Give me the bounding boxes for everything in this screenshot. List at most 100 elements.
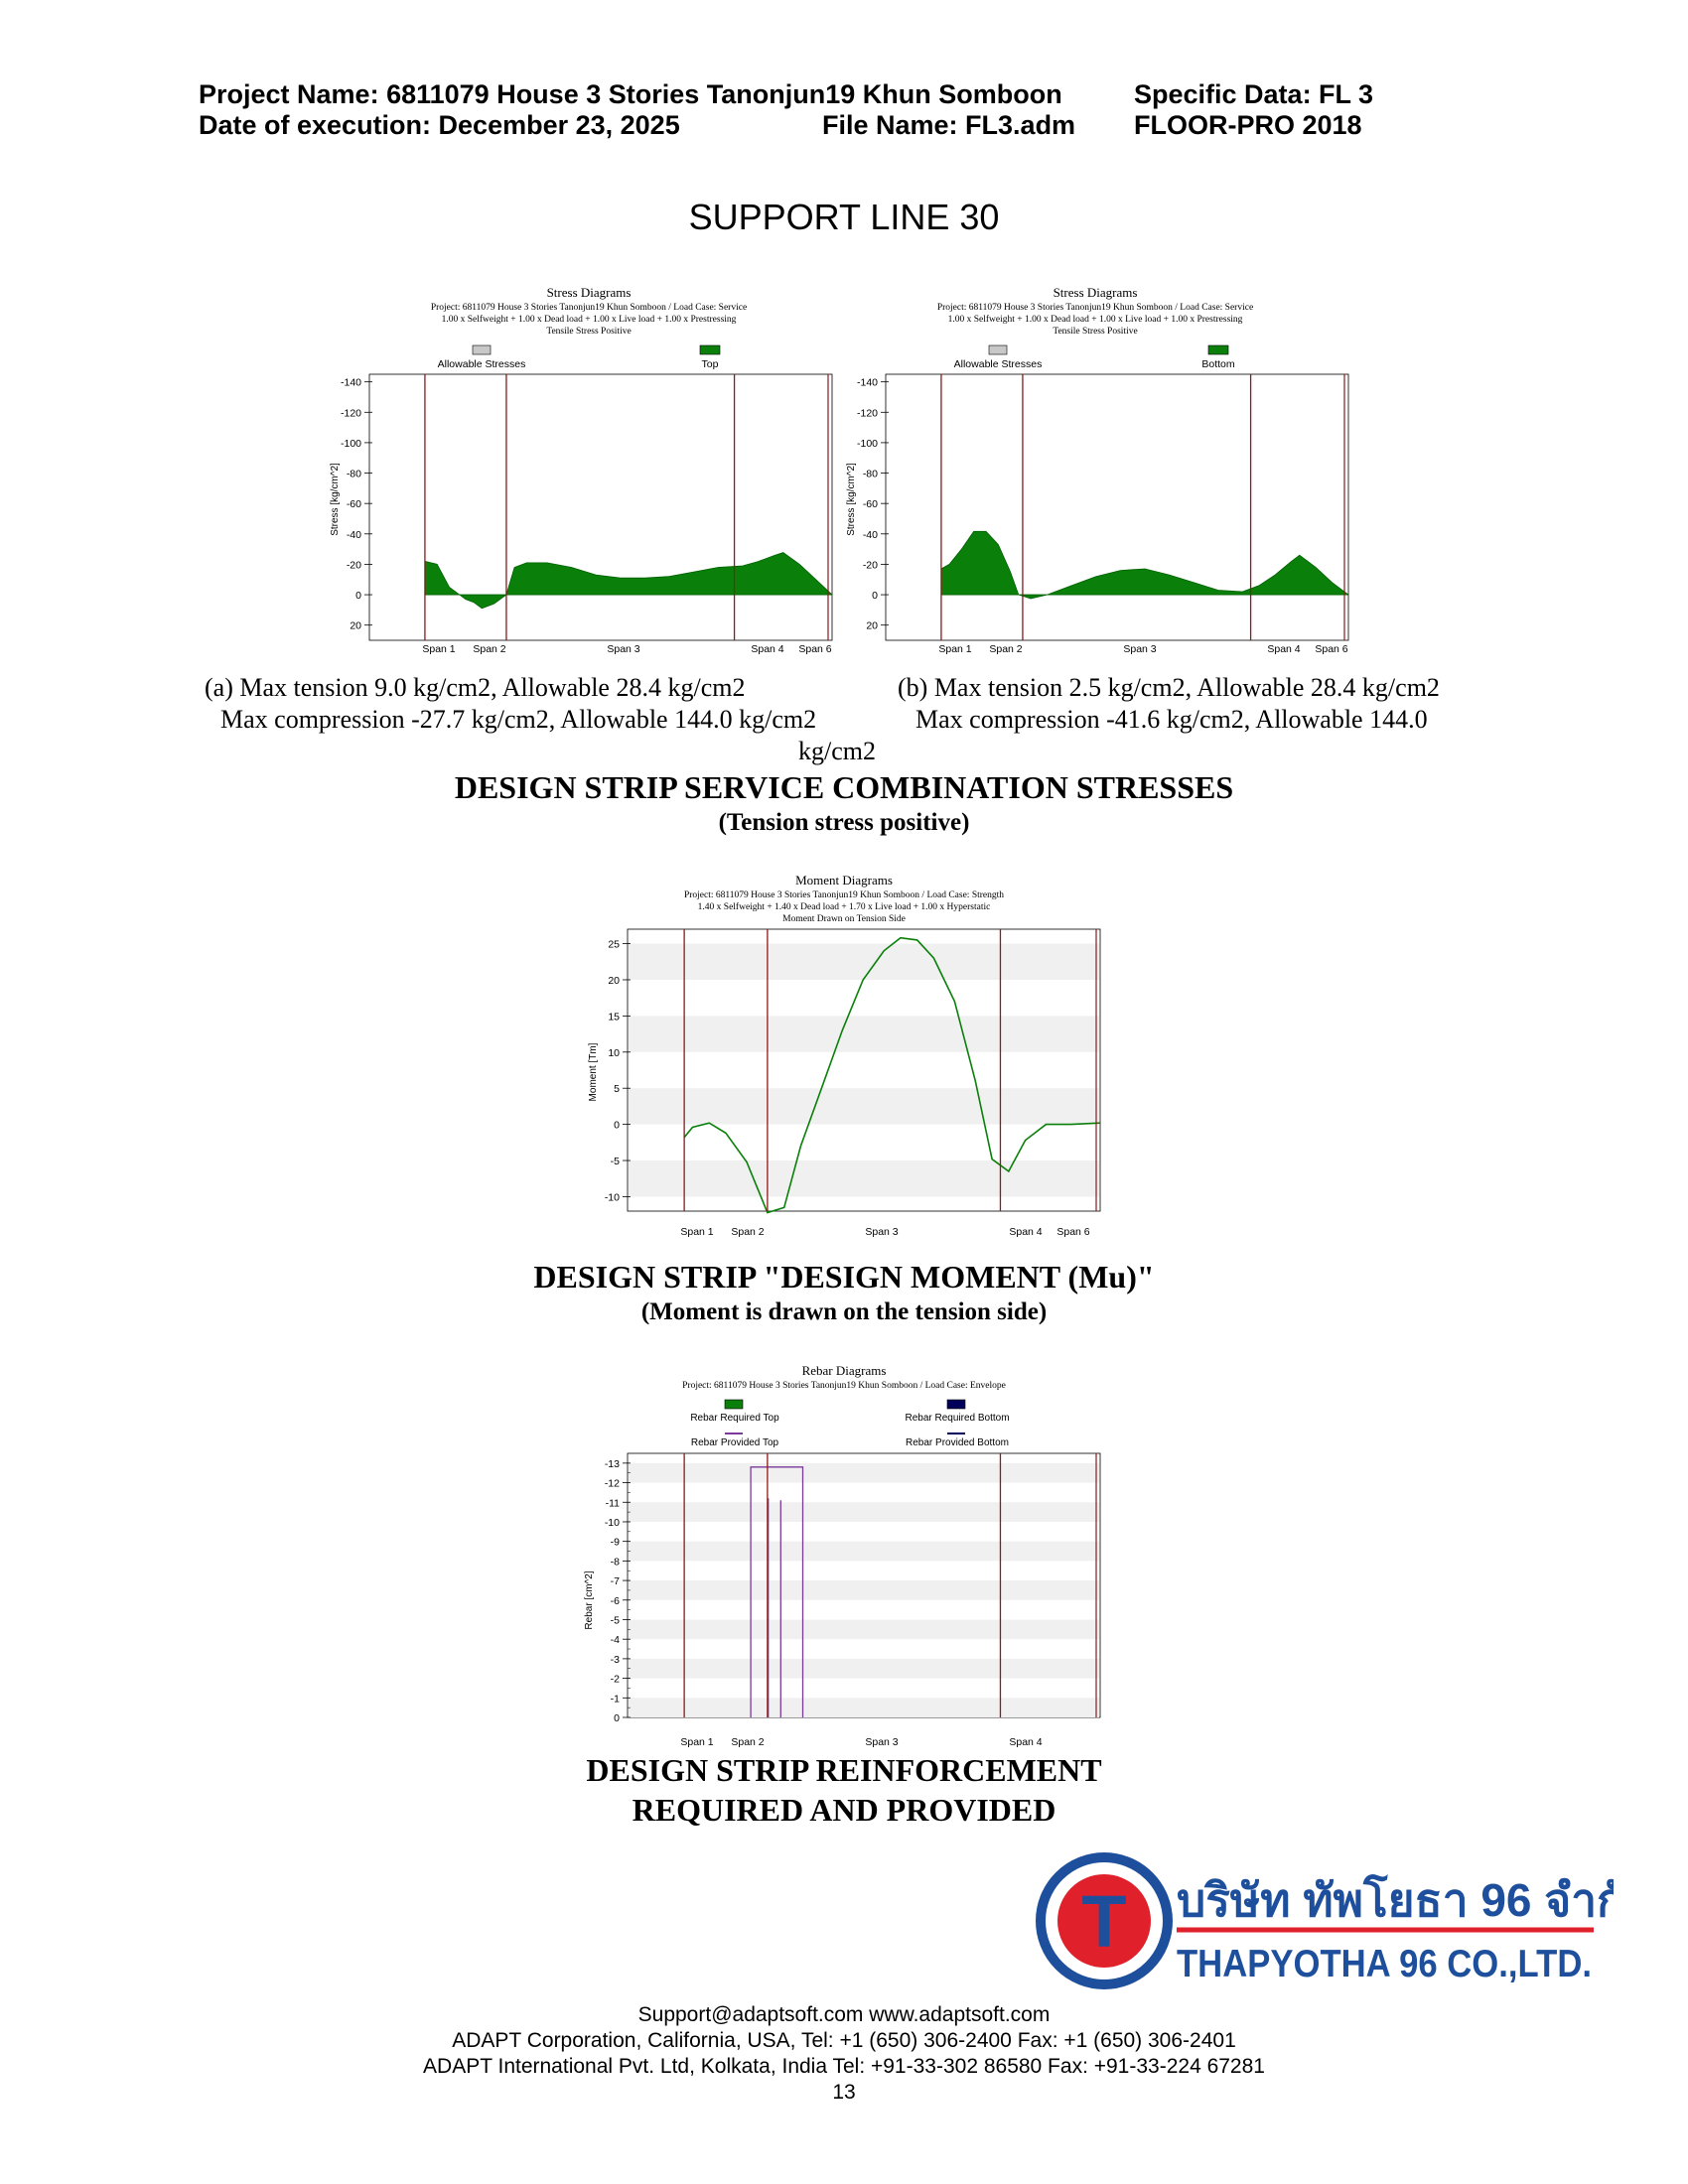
legend-series-swatch [699,344,721,355]
y-tick-label: 0 [614,1712,620,1724]
y-tick-label: -8 [611,1556,620,1568]
grid-band [629,1541,1099,1562]
stress-area-top [424,552,833,610]
y-axis-label: Stress [kg/cm^2] [846,463,857,536]
legend-allowable-label: Allowable Stresses [954,358,1043,370]
stress-section-heading: DESIGN STRIP SERVICE COMBINATION STRESSE… [0,767,1688,839]
y-tick-label: 0 [355,590,361,602]
span-label: Span 4 [1267,643,1300,655]
chart-subtitle: Moment Drawn on Tension Side [782,914,906,924]
y-tick-label: -60 [347,498,361,510]
caption-a-line1: (a) Max tension 9.0 kg/cm2, Allowable 28… [205,673,746,702]
y-tick-label: -5 [611,1614,620,1626]
grid-band [629,1698,1099,1717]
y-tick-label: -2 [611,1674,620,1686]
span-label: Span 6 [1315,643,1347,655]
span-label: Span 1 [680,1226,713,1238]
y-tick-label: -20 [347,559,361,571]
y-tick-label: -40 [863,529,878,541]
y-tick-label: -10 [605,1517,620,1529]
section-title: REQUIRED AND PROVIDED [632,1792,1056,1828]
y-tick-label: -40 [347,529,361,541]
legend-required-bottom-swatch [946,1399,966,1410]
y-tick-label: -7 [611,1575,620,1587]
span-label: Span 2 [989,643,1022,655]
y-tick-label: 0 [614,1120,620,1132]
y-tick-label: -1 [611,1693,620,1705]
chart-subtitle: Tensile Stress Positive [1053,327,1137,337]
y-axis-label: Rebar [cm^2] [584,1570,595,1629]
y-tick-label: 20 [350,620,361,632]
span-label: Span 4 [1009,1736,1042,1748]
chart-title: Stress Diagrams [547,285,632,300]
section-subtitle: (Moment is drawn on the tension side) [640,1298,1048,1325]
span-label: Span 1 [680,1736,713,1748]
y-tick-label: -5 [611,1156,620,1167]
span-label: Span 3 [865,1736,898,1748]
chart-subtitle: 1.40 x Selfweight + 1.40 x Dead load + 1… [698,901,991,912]
caption-b-line2: Max compression -41.6 kg/cm2, Allowable … [915,705,1428,734]
y-tick-label: -80 [863,469,878,480]
grid-band [629,1016,1099,1052]
section-title: DESIGN STRIP "DESIGN MOMENT (Mu)" [533,1259,1155,1295]
moment-line [683,936,1101,1214]
legend-provided-top: Rebar Provided Top [691,1437,779,1448]
grid-band [629,1160,1099,1197]
legend-series-swatch [1207,344,1229,355]
y-tick-label: -12 [605,1478,620,1490]
page-title: SUPPORT LINE 30 [688,197,1000,237]
grid-band [629,943,1099,980]
grid-band [629,1658,1099,1679]
y-tick-label: -6 [611,1595,620,1607]
moment-section-heading: DESIGN STRIP "DESIGN MOMENT (Mu)" (Momen… [0,1257,1688,1328]
section-title: DESIGN STRIP REINFORCEMENT [586,1752,1102,1788]
legend-provided-bottom: Rebar Provided Bottom [906,1437,1009,1448]
y-tick-label: 10 [608,1047,620,1059]
software-version: FLOOR-PRO 2018 [1134,110,1362,140]
specific-data: Specific Data: FL 3 [1134,79,1374,109]
stress-top-chart: Stress Diagrams Project: 6811079 House 3… [330,285,833,655]
y-tick-label: -11 [606,1497,621,1509]
y-tick-label: -4 [611,1634,620,1646]
span-label: Span 3 [607,643,639,655]
legend-series-label: Bottom [1201,358,1235,370]
y-tick-label: -120 [857,407,878,419]
y-tick-label: -80 [347,469,361,480]
grid-band [629,1619,1099,1640]
y-axis-label: Moment [Tm] [588,1042,599,1101]
y-axis-label: Stress [kg/cm^2] [330,463,341,536]
moment-chart: Moment Diagrams Project: 6811079 House 3… [588,873,1101,1238]
chart-subtitle: 1.00 x Selfweight + 1.00 x Dead load + 1… [442,314,737,325]
chart-title: Moment Diagrams [795,873,893,887]
caption-b-line1: (b) Max tension 2.5 kg/cm2, Allowable 28… [898,673,1440,702]
company-logo: T บริษัท ทัพโยธา 96 จำกัด THAPYOTHA 96 C… [1036,1852,1614,1989]
y-tick-label: -9 [611,1537,620,1549]
span-label: Span 3 [1123,643,1156,655]
caption-b-line3: kg/cm2 [798,737,876,765]
footer-usa: ADAPT Corporation, California, USA, Tel:… [452,2029,1236,2052]
stress-bottom-chart: Stress Diagrams Project: 6811079 House 3… [846,285,1349,655]
span-label: Span 6 [1056,1226,1089,1238]
rebar-section-heading: DESIGN STRIP REINFORCEMENT REQUIRED AND … [0,1750,1688,1830]
y-tick-label: 5 [614,1083,620,1095]
grid-band [629,1462,1099,1483]
span-label: Span 6 [798,643,831,655]
rebar-provided-line [750,1466,804,1717]
section-title: DESIGN STRIP SERVICE COMBINATION STRESSE… [454,769,1234,805]
caption-a-line2: Max compression -27.7 kg/cm2, Allowable … [220,705,817,734]
plot-area [885,373,1349,641]
footer-contact: Support@adaptsoft.com www.adaptsoft.com [637,2003,1051,2026]
rebar-chart: Rebar Diagrams Project: 6811079 House 3 … [584,1363,1101,1748]
y-tick-label: -10 [605,1191,620,1203]
legend-required-bottom: Rebar Required Bottom [905,1413,1009,1424]
chart-subtitle: Project: 6811079 House 3 Stories Tanonju… [682,1381,1006,1391]
y-tick-label: -13 [605,1458,620,1470]
logo-red-disc [1057,1874,1151,1968]
legend-allowable-swatch [472,344,492,355]
chart-subtitle: Project: 6811079 House 3 Stories Tanonju… [431,303,747,313]
y-tick-label: 25 [608,939,620,951]
chart-subtitle: Project: 6811079 House 3 Stories Tanonju… [937,303,1253,313]
plot-area [368,373,833,641]
chart-subtitle: 1.00 x Selfweight + 1.00 x Dead load + 1… [948,314,1243,325]
y-tick-label: -60 [863,498,878,510]
